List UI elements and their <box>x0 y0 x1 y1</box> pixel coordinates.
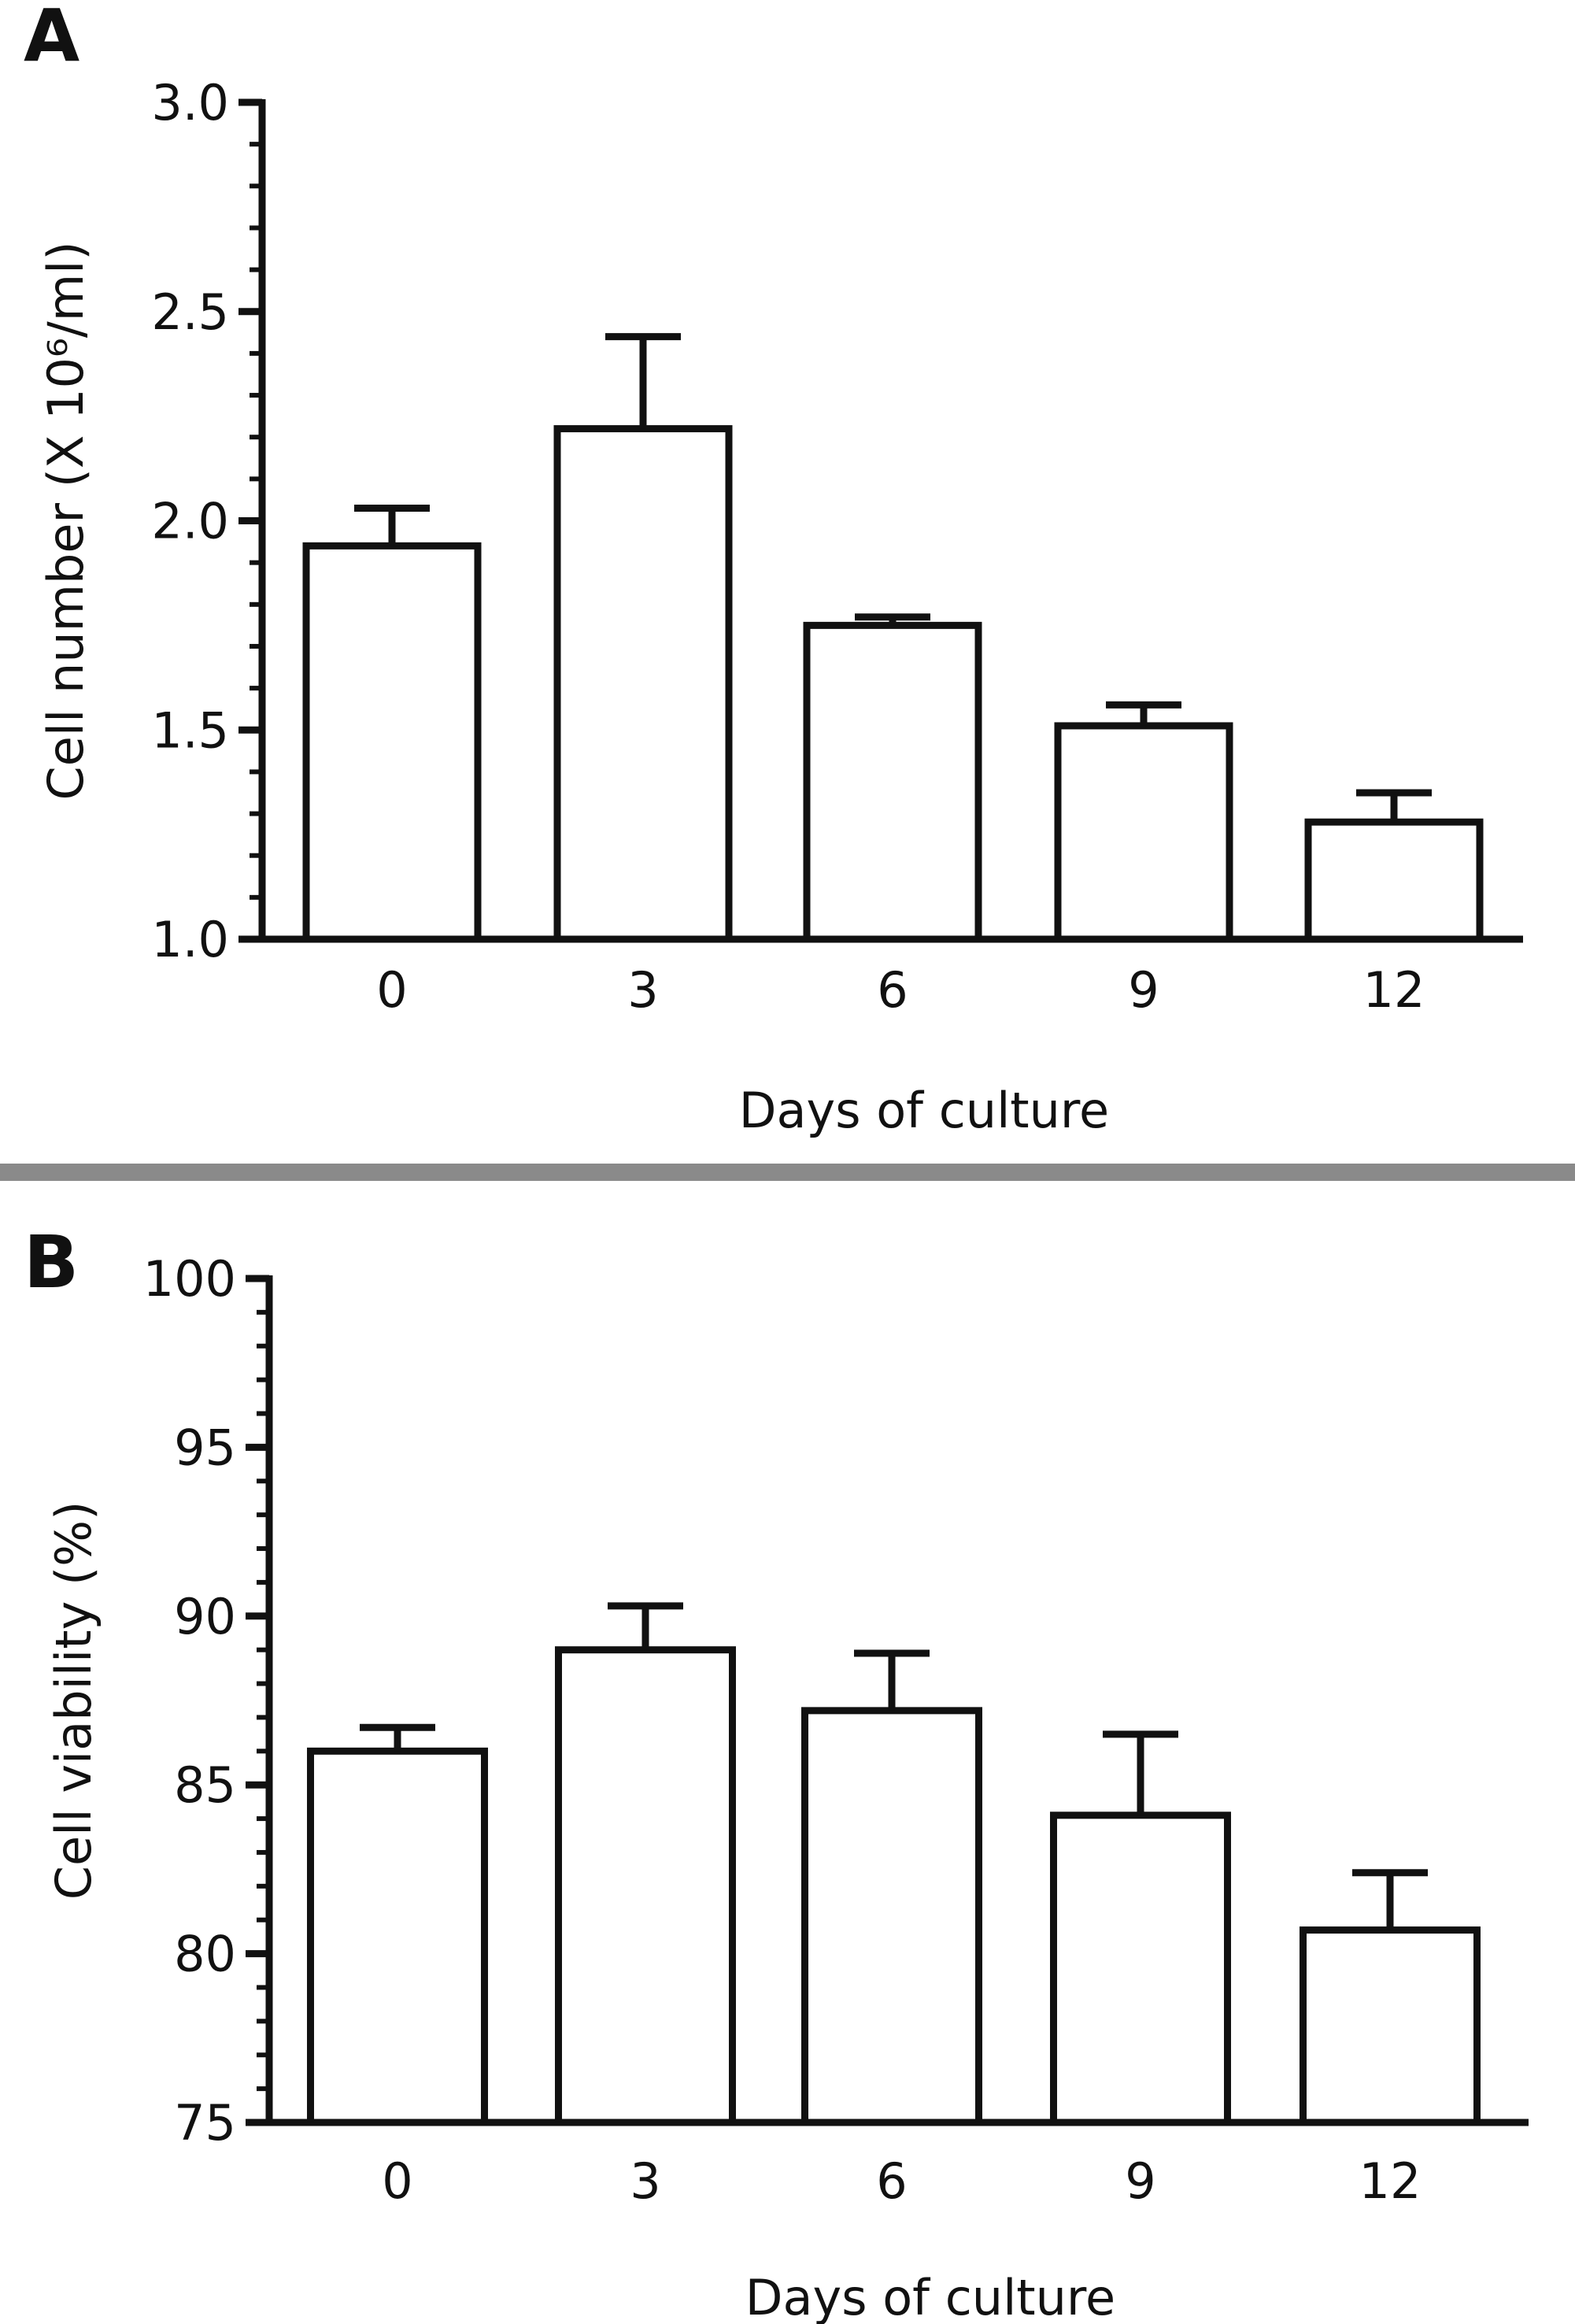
chart-a-y-tick-label-1.0: 1.0 <box>151 911 229 968</box>
chart-b-y-tick-label-85: 85 <box>174 1756 236 1814</box>
chart-a-x-tick-label-6: 6 <box>877 961 908 1019</box>
chart-a-bar-3 <box>553 425 733 943</box>
chart-a-x-axis-title: Days of culture <box>739 1082 1109 1139</box>
chart-b-y-axis-title: Cell viability (%) <box>45 1501 102 1900</box>
chart-b-bar-3 <box>555 1646 736 2126</box>
chart-a-x-tick-label-3: 3 <box>627 961 658 1019</box>
chart-b-x-tick-label-3: 3 <box>630 2152 660 2210</box>
chart-a-y-tick-label-2.0: 2.0 <box>151 493 229 550</box>
chart-a-bar-12 <box>1304 818 1484 943</box>
chart-a-x-tick-label-9: 9 <box>1128 961 1159 1019</box>
chart-b-x-axis-title: Days of culture <box>745 2269 1115 2324</box>
chart-b-y-tick-label-80: 80 <box>174 1926 236 1983</box>
chart-b-y-tick-label-100: 100 <box>143 1250 236 1308</box>
chart-a-y-tick-label-1.5: 1.5 <box>151 701 229 759</box>
chart-b-x-tick-label-9: 9 <box>1125 2152 1155 2210</box>
chart-a-bar-0 <box>302 542 482 943</box>
chart-b-x-tick-label-6: 6 <box>876 2152 907 2210</box>
chart-a-bar-9 <box>1054 722 1233 943</box>
chart-b-svg: 75 80 85 90 95 100 0 3 6 9 12 Days of culture Cell v… <box>45 1250 1529 2324</box>
chart-a-x-tick-label-0: 0 <box>376 961 407 1019</box>
chart-a-y-axis-title: Cell number (X 10⁶/ml) <box>37 241 94 800</box>
panel-a-letter: A <box>24 0 80 78</box>
chart-b-y-tick-label-90: 90 <box>174 1588 236 1645</box>
chart-b-y-tick-label-95: 95 <box>174 1419 236 1476</box>
chart-a-bar-6 <box>803 621 982 943</box>
chart-b-bar-6 <box>801 1707 982 2126</box>
chart-a-x-tick-label-12: 12 <box>1363 961 1425 1019</box>
chart-b-bar-9 <box>1050 1811 1231 2126</box>
chart-a-y-tick-label-2.5: 2.5 <box>151 283 229 341</box>
chart-b-x-tick-label-12: 12 <box>1359 2152 1422 2210</box>
chart-b-bar-0 <box>307 1747 488 2126</box>
panel-a: A 1.0 1.5 2.0 2.5 3.0 0 3 6 9 12 Days of culture Ce… <box>24 0 1523 1139</box>
panel-b-letter: B <box>24 1220 79 1304</box>
chart-b-y-tick-label-75: 75 <box>174 2094 236 2152</box>
chart-a-y-tick-label-3.0: 3.0 <box>151 74 229 131</box>
chart-a-svg: 1.0 1.5 2.0 2.5 3.0 0 3 6 9 12 Days of culture Cell… <box>37 74 1523 1139</box>
chart-b-bar-12 <box>1300 1926 1481 2126</box>
panel-b: B 75 80 85 90 95 100 0 3 6 9 12 Days of culture Cell… <box>0 1189 1575 2324</box>
panel-divider <box>0 1164 1575 1181</box>
chart-b-x-tick-label-0: 0 <box>382 2152 412 2210</box>
